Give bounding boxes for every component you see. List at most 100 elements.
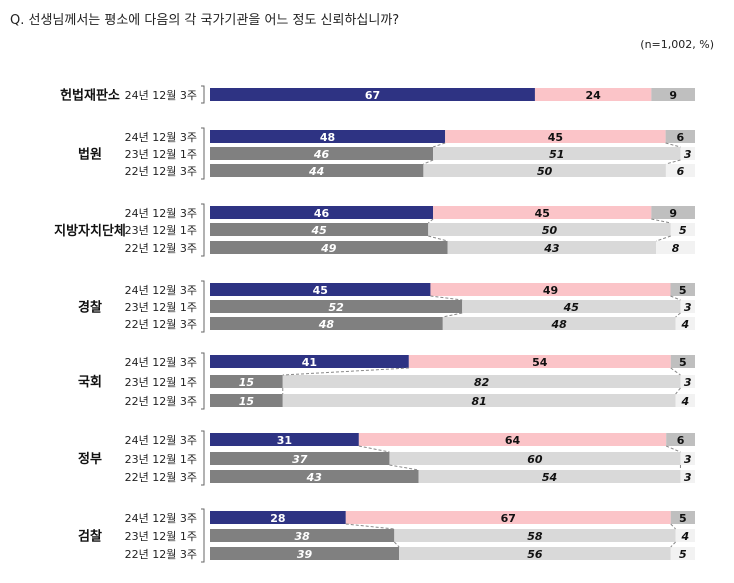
bar-segment bbox=[210, 241, 448, 254]
data-label: 67 bbox=[501, 512, 516, 525]
bar-segment bbox=[670, 511, 695, 524]
data-label: 6 bbox=[677, 434, 685, 447]
group-label: 정부 bbox=[78, 451, 102, 467]
bar-segment bbox=[210, 147, 434, 160]
bar-segment bbox=[651, 206, 695, 219]
group-bracket bbox=[201, 352, 205, 410]
bar-segment bbox=[430, 283, 671, 296]
bar-segment bbox=[680, 452, 695, 465]
bar-segment bbox=[665, 130, 695, 143]
bar-segment bbox=[670, 547, 695, 560]
connector-line bbox=[675, 312, 681, 318]
data-label: 48 bbox=[320, 131, 335, 144]
data-label: 5 bbox=[679, 284, 687, 297]
period-label: 23년 12월 1주 bbox=[125, 530, 197, 543]
data-label: 56 bbox=[527, 548, 543, 561]
connector-line bbox=[670, 295, 681, 301]
bar-segment bbox=[447, 241, 657, 254]
connector-line bbox=[651, 218, 671, 224]
bar-segment bbox=[428, 223, 671, 236]
connector-line bbox=[665, 142, 681, 148]
data-label: 60 bbox=[527, 453, 543, 466]
group-label: 지방자치단체 bbox=[54, 223, 126, 239]
period-label: 24년 12월 3주 bbox=[125, 284, 197, 297]
group-label: 법원 bbox=[78, 147, 102, 163]
bar-segment bbox=[210, 130, 446, 143]
data-label: 43 bbox=[543, 242, 560, 255]
bar-segment bbox=[433, 147, 681, 160]
period-label: 23년 12월 1주 bbox=[125, 301, 197, 314]
bar-segment bbox=[282, 394, 676, 407]
data-label: 24 bbox=[585, 89, 601, 102]
bar-segment bbox=[210, 164, 424, 177]
bar-segment bbox=[445, 130, 666, 143]
data-label: 9 bbox=[669, 89, 677, 102]
connector-line bbox=[358, 445, 390, 453]
group-bracket bbox=[201, 203, 205, 257]
data-label: 45 bbox=[310, 224, 327, 237]
data-label: 54 bbox=[532, 356, 548, 369]
data-label: 52 bbox=[328, 301, 344, 314]
connector-line bbox=[442, 312, 463, 318]
period-label: 24년 12월 3주 bbox=[125, 207, 197, 220]
connector-line bbox=[675, 387, 681, 395]
data-label: 49 bbox=[543, 284, 558, 297]
data-label: 43 bbox=[306, 471, 323, 484]
data-label: 15 bbox=[239, 376, 255, 389]
data-label: 15 bbox=[239, 395, 255, 408]
period-label: 24년 12월 3주 bbox=[125, 89, 197, 102]
bar-segment bbox=[675, 317, 695, 330]
data-label: 51 bbox=[549, 148, 564, 161]
connector-line bbox=[656, 235, 671, 242]
data-label: 28 bbox=[270, 512, 285, 525]
bar-segment bbox=[210, 355, 409, 368]
period-label: 24년 12월 3주 bbox=[125, 512, 197, 525]
bar-segment bbox=[680, 470, 695, 483]
bar-segment bbox=[680, 375, 695, 388]
bar-segment bbox=[656, 241, 695, 254]
period-label: 24년 12월 3주 bbox=[125, 356, 197, 369]
period-label: 24년 12월 3주 bbox=[125, 434, 197, 447]
data-label: 3 bbox=[684, 471, 692, 484]
data-label: 5 bbox=[679, 224, 687, 237]
bar-segment bbox=[210, 511, 346, 524]
bar-segment bbox=[210, 375, 283, 388]
period-label: 22년 12월 3주 bbox=[125, 318, 197, 331]
period-label: 23년 12월 1주 bbox=[125, 453, 197, 466]
connector-line bbox=[427, 218, 434, 224]
group-label: 헌법재판소 bbox=[60, 88, 120, 104]
data-label: 6 bbox=[676, 131, 684, 144]
period-label: 22년 12월 3주 bbox=[125, 548, 197, 561]
data-label: 45 bbox=[563, 301, 580, 314]
group-label: 국회 bbox=[78, 374, 102, 390]
bar-segment bbox=[210, 452, 390, 465]
data-label: 3 bbox=[684, 376, 692, 389]
bar-segment bbox=[442, 317, 676, 330]
bar-segment bbox=[389, 452, 681, 465]
bar-segment bbox=[345, 511, 671, 524]
data-label: 5 bbox=[679, 548, 687, 561]
group-label: 경찰 bbox=[78, 300, 102, 316]
data-label: 37 bbox=[292, 453, 308, 466]
data-label: 4 bbox=[680, 530, 689, 543]
bar-segment bbox=[210, 283, 431, 296]
data-label: 82 bbox=[474, 376, 490, 389]
data-label: 4 bbox=[680, 395, 689, 408]
bar-segment bbox=[651, 88, 695, 101]
bar-segment bbox=[210, 470, 419, 483]
bar-segment bbox=[358, 433, 667, 446]
connector-line bbox=[432, 142, 446, 148]
data-label: 48 bbox=[318, 318, 335, 331]
data-label: 45 bbox=[535, 207, 550, 220]
bar-segment bbox=[675, 529, 695, 542]
bar-segment bbox=[418, 470, 681, 483]
period-label: 22년 12월 3주 bbox=[125, 471, 197, 484]
period-label: 23년 12월 1주 bbox=[125, 148, 197, 161]
data-label: 45 bbox=[313, 284, 328, 297]
connector-line bbox=[430, 295, 463, 301]
data-label: 41 bbox=[302, 356, 317, 369]
bar-segment bbox=[666, 433, 695, 446]
connector-line bbox=[393, 541, 400, 548]
connector-line bbox=[282, 367, 409, 376]
